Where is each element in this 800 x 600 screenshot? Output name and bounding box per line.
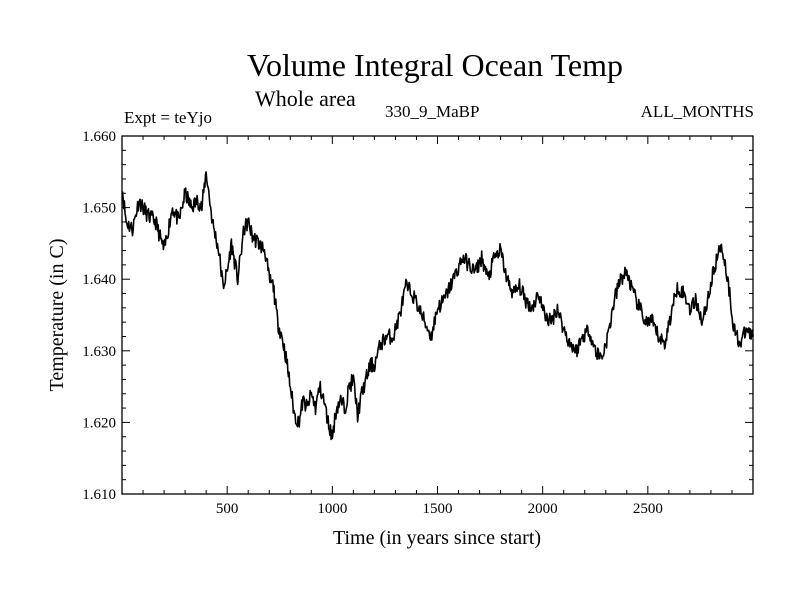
y-tick-label: 1.660 — [82, 129, 116, 145]
x-tick-label: 2000 — [528, 501, 558, 517]
x-tick-label: 1000 — [317, 501, 347, 517]
y-tick-label: 1.650 — [82, 201, 116, 217]
x-tick-label: 500 — [216, 501, 239, 517]
run-label: 330_9_MaBP — [385, 102, 480, 121]
x-axis-ticks: 500 1000 1500 2000 2500 — [142, 136, 733, 517]
y-tick-label: 1.640 — [82, 272, 116, 288]
plot-frame — [121, 135, 754, 495]
x-tick-label: 2500 — [633, 501, 663, 517]
y-axis-label: Temperature (in C) — [46, 239, 68, 392]
y-tick-label: 1.610 — [82, 487, 116, 503]
y-tick-label: 1.630 — [82, 344, 116, 360]
chart-subtitle: Whole area — [255, 86, 356, 111]
experiment-label: Expt = teYjo — [124, 108, 212, 127]
chart-title: Volume Integral Ocean Temp — [246, 47, 623, 83]
x-tick-label: 1500 — [423, 501, 453, 517]
y-tick-label: 1.620 — [82, 415, 116, 431]
x-axis-label: Time (in years since start) — [333, 527, 541, 549]
temperature-series-line — [121, 171, 754, 441]
months-label: ALL_MONTHS — [640, 102, 754, 121]
